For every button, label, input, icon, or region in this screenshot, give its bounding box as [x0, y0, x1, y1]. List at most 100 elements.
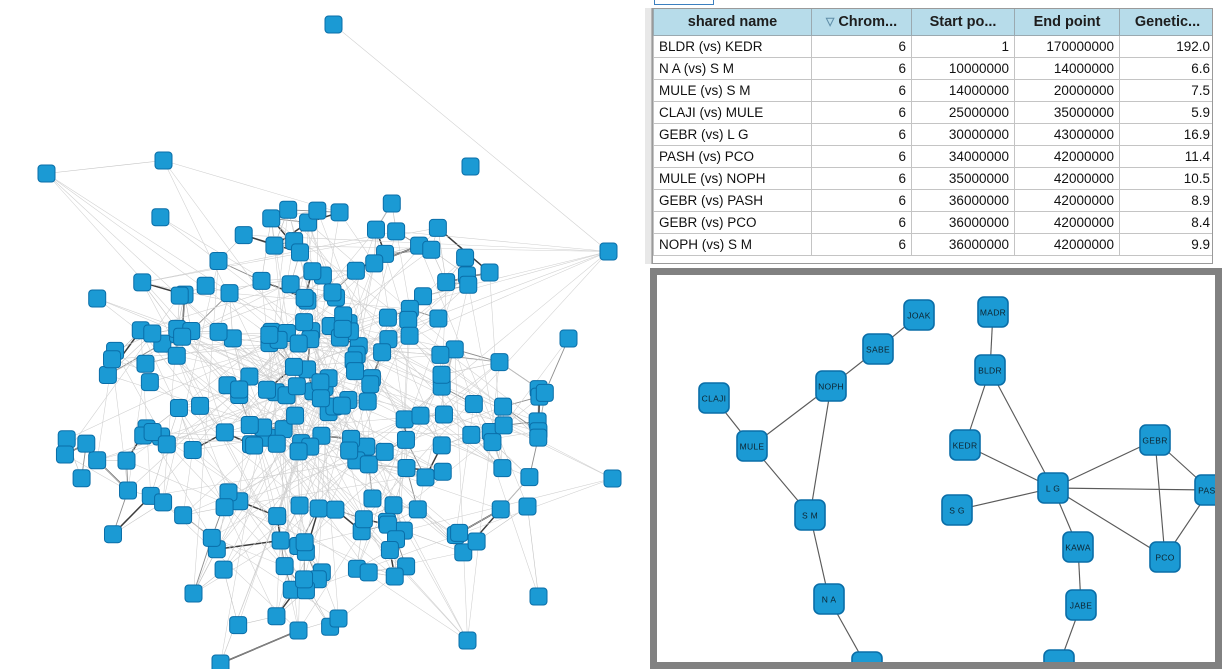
main-graph-node[interactable]	[494, 397, 513, 416]
column-header-genetic[interactable]: Genetic...	[1119, 9, 1212, 36]
main-graph-node[interactable]	[323, 283, 342, 302]
main-edge[interactable]	[216, 539, 281, 550]
main-graph-node[interactable]	[494, 416, 513, 435]
main-edge[interactable]	[46, 160, 164, 174]
main-edge[interactable]	[220, 630, 299, 664]
table-row[interactable]: MULE (vs) NOPH 6 35000000 42000000 10.5	[653, 167, 1212, 190]
graph-node-LG[interactable]: L G	[1037, 472, 1069, 504]
main-edge[interactable]	[163, 160, 277, 393]
cell-start-point[interactable]: 1	[911, 35, 1015, 58]
edge-SG-LG[interactable]	[956, 487, 1054, 511]
main-edge[interactable]	[333, 24, 609, 252]
main-graph-node[interactable]	[326, 500, 345, 519]
main-graph-node[interactable]	[432, 365, 451, 384]
cell-shared-name[interactable]: PASH (vs) PCO	[653, 145, 812, 168]
main-edge[interactable]	[176, 334, 270, 357]
graph-node-PASH[interactable]: PASH	[1194, 474, 1215, 506]
main-graph-node[interactable]	[456, 248, 475, 267]
main-graph-node[interactable]	[329, 609, 348, 628]
main-graph-node[interactable]	[234, 226, 253, 245]
main-edge[interactable]	[163, 160, 299, 344]
main-graph-node[interactable]	[209, 251, 228, 270]
main-graph-node[interactable]	[429, 309, 448, 328]
cell-start-point[interactable]: 10000000	[911, 57, 1015, 80]
main-graph-node[interactable]	[450, 523, 469, 542]
main-graph-node[interactable]	[384, 496, 403, 515]
main-graph-node[interactable]	[490, 353, 509, 372]
main-graph-node[interactable]	[88, 451, 107, 470]
table-vertical-scrollbar[interactable]	[645, 8, 652, 264]
main-edge[interactable]	[229, 292, 410, 310]
main-graph-node[interactable]	[151, 208, 170, 227]
main-edge[interactable]	[192, 449, 305, 543]
main-graph-node[interactable]	[333, 319, 352, 338]
main-edge[interactable]	[368, 552, 464, 573]
main-graph-node[interactable]	[291, 243, 310, 262]
main-graph-node[interactable]	[260, 325, 279, 344]
main-graph-node[interactable]	[215, 498, 234, 517]
main-graph-node[interactable]	[330, 203, 349, 222]
main-graph-node[interactable]	[289, 442, 308, 461]
main-edge[interactable]	[386, 392, 545, 523]
cell-chromosome[interactable]: 6	[811, 167, 912, 190]
main-graph-node[interactable]	[382, 194, 401, 213]
main-graph-node[interactable]	[174, 506, 193, 525]
main-graph-node[interactable]	[346, 362, 365, 381]
main-graph-node[interactable]	[361, 375, 380, 394]
cell-genetic[interactable]: 16.9	[1119, 123, 1212, 146]
graph-node-ALMCH[interactable]: ALMCH	[1043, 649, 1075, 662]
cell-chromosome[interactable]: 6	[811, 145, 912, 168]
main-graph-node[interactable]	[191, 396, 210, 415]
graph-node-KAWA[interactable]: KAWA	[1062, 531, 1094, 563]
main-graph-node[interactable]	[459, 275, 478, 294]
main-graph-node[interactable]	[103, 350, 122, 369]
cell-end-point[interactable]: 170000000	[1014, 35, 1120, 58]
main-graph-node[interactable]	[373, 343, 392, 362]
cell-genetic[interactable]: 5.9	[1119, 101, 1212, 124]
main-graph-node[interactable]	[332, 396, 351, 415]
main-graph-node[interactable]	[72, 469, 91, 488]
main-edge[interactable]	[317, 210, 407, 440]
main-graph-node[interactable]	[464, 395, 483, 414]
main-edge[interactable]	[224, 471, 443, 508]
cell-start-point[interactable]: 25000000	[911, 101, 1015, 124]
main-graph-node[interactable]	[416, 468, 435, 487]
cell-shared-name[interactable]: GEBR (vs) PASH	[653, 189, 812, 212]
main-graph-node[interactable]	[422, 240, 441, 259]
table-row[interactable]: GEBR (vs) PASH 6 36000000 42000000 8.9	[653, 189, 1212, 212]
edge-LG-PASH[interactable]	[1052, 487, 1211, 491]
cell-shared-name[interactable]: N A (vs) S M	[653, 57, 812, 80]
main-graph-node[interactable]	[154, 151, 173, 170]
graph-node-JABE[interactable]: JABE	[1065, 589, 1097, 621]
main-graph-node[interactable]	[346, 261, 365, 280]
main-graph-node[interactable]	[311, 389, 330, 408]
main-edge[interactable]	[66, 339, 279, 440]
main-graph-node[interactable]	[395, 410, 414, 429]
main-graph-node[interactable]	[529, 587, 548, 606]
cell-shared-name[interactable]: MULE (vs) NOPH	[653, 167, 812, 190]
main-graph-node[interactable]	[211, 654, 230, 669]
main-graph-node[interactable]	[358, 392, 377, 411]
main-graph-node[interactable]	[136, 354, 155, 373]
main-graph-node[interactable]	[271, 531, 290, 550]
main-graph-node[interactable]	[432, 436, 451, 455]
main-graph-node[interactable]	[397, 459, 416, 478]
main-graph-node[interactable]	[385, 567, 404, 586]
main-graph-node[interactable]	[265, 236, 284, 255]
main-edge[interactable]	[441, 361, 500, 376]
main-graph-node[interactable]	[119, 481, 138, 500]
main-graph-node[interactable]	[462, 425, 481, 444]
cell-genetic[interactable]: 7.5	[1119, 79, 1212, 102]
table-row[interactable]: BLDR (vs) KEDR 6 1 170000000 192.0	[653, 35, 1212, 58]
cell-chromosome[interactable]: 6	[811, 123, 912, 146]
graph-node-SG[interactable]: S G	[941, 494, 973, 526]
main-graph-node[interactable]	[57, 430, 76, 449]
table-row[interactable]: GEBR (vs) PCO 6 36000000 42000000 8.4	[653, 211, 1212, 234]
main-graph-node[interactable]	[262, 209, 281, 228]
cell-shared-name[interactable]: BLDR (vs) KEDR	[653, 35, 812, 58]
main-graph-node[interactable]	[103, 525, 122, 544]
main-graph-node[interactable]	[458, 631, 477, 650]
main-graph-node[interactable]	[529, 428, 548, 447]
main-graph-node[interactable]	[290, 496, 309, 515]
main-graph-node[interactable]	[140, 373, 159, 392]
